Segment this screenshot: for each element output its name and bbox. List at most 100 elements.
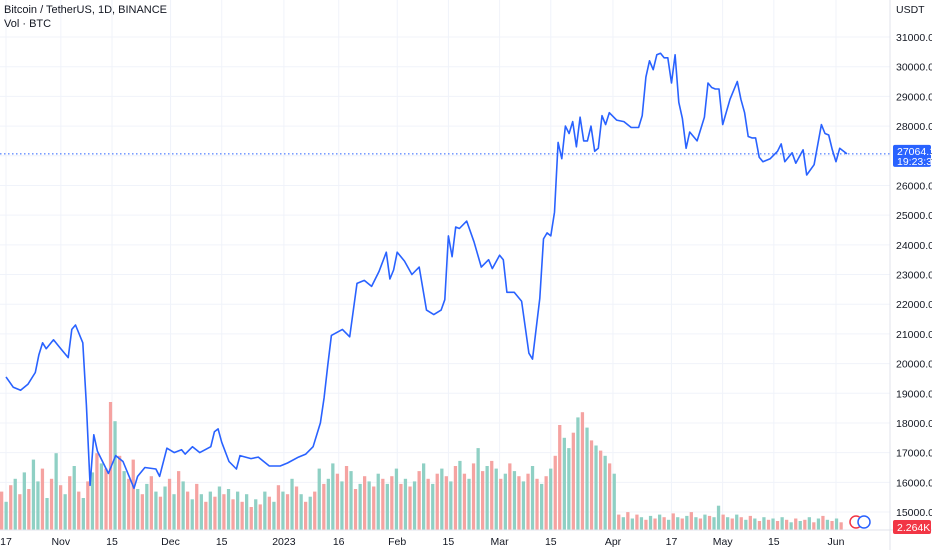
volume-bar [27, 489, 31, 530]
x-tick-label: 16 [333, 536, 345, 548]
volume-bar [653, 518, 657, 530]
volume-bar [317, 468, 321, 530]
volume-bar [712, 517, 716, 530]
volume-bar [594, 445, 598, 530]
volume-bar [426, 478, 430, 530]
volume-bar [658, 514, 662, 530]
volume-bar [422, 463, 426, 530]
volume-bar [771, 518, 775, 530]
volume-bar [340, 481, 344, 530]
volume-bar [834, 518, 839, 530]
volume-bar [127, 478, 131, 530]
volume-bar [671, 513, 675, 530]
volume-bar [376, 473, 380, 530]
volume-bar [685, 515, 689, 530]
volume-bar [231, 499, 235, 530]
volume-bar [45, 498, 49, 530]
volume-bar [344, 466, 349, 530]
volume-bar [390, 476, 394, 530]
volume-bar [36, 481, 40, 530]
volume-bar [521, 481, 526, 530]
symbol-title: Bitcoin / TetherUS, 1D, BINANCE [4, 4, 168, 16]
volume-bar [766, 519, 771, 530]
volume-bar [694, 517, 698, 530]
volume-bar [249, 507, 253, 530]
volume-bar [412, 481, 417, 530]
volume-bar [276, 485, 281, 530]
volume-bar [812, 522, 816, 530]
volume-bar [449, 481, 453, 530]
y-tick-label: 25000.00 [896, 210, 932, 222]
y-tick-label: 24000.00 [896, 240, 932, 252]
volume-bar [453, 466, 458, 530]
y-tick-label: 17000.00 [896, 448, 932, 460]
volume-bar [726, 517, 730, 530]
volume-bar [821, 515, 825, 530]
x-tick-label: 15 [216, 536, 228, 548]
x-tick-label: May [713, 536, 734, 548]
volume-bar [571, 432, 575, 530]
x-tick-label: Apr [605, 536, 622, 548]
volume-bar [540, 483, 544, 530]
volume-tag-bg [893, 520, 931, 534]
volume-bar [322, 483, 326, 530]
x-tick-label: Jun [828, 536, 845, 548]
grid [0, 0, 890, 530]
x-tick-label: 17 [666, 536, 678, 548]
volume-bar [794, 518, 798, 530]
volume-bar [744, 519, 748, 530]
volume-bar [349, 471, 353, 530]
volume-bar [403, 478, 408, 530]
volume-bar [90, 472, 95, 530]
volume-bar [172, 494, 176, 530]
volume-bar [753, 518, 757, 530]
volume-bar [599, 450, 603, 530]
volume-bar [68, 476, 72, 530]
volume-bar [99, 463, 104, 530]
volume-bar [780, 517, 784, 530]
volume-bar [839, 522, 843, 530]
volume-bar [363, 476, 367, 530]
volume-bar [177, 471, 181, 530]
volume-bar [698, 518, 703, 530]
volume-bar [431, 483, 435, 530]
volume-bar [353, 489, 358, 530]
y-tick-label: 28000.00 [896, 121, 932, 133]
y-tick-label: 22000.00 [896, 299, 932, 311]
volume-bar [603, 455, 607, 530]
volume-bar [440, 468, 444, 530]
x-tick-label: 2023 [272, 536, 296, 548]
volume-bar [580, 412, 585, 530]
volume-bar [716, 505, 721, 530]
volume-bar [326, 478, 330, 530]
volume-bar [263, 491, 267, 530]
x-tick-label: 15 [106, 536, 118, 548]
volume-bar [22, 472, 26, 530]
volume-bar [467, 478, 471, 530]
volume-bar [186, 491, 190, 530]
volume-bar [167, 478, 172, 530]
volume-bar [562, 437, 566, 530]
volume-bar [499, 478, 503, 530]
volume-bar [816, 518, 821, 530]
volume-bar [735, 514, 739, 530]
volume-bar [635, 514, 639, 530]
volume-bar [285, 494, 290, 530]
volume-bar [585, 427, 589, 530]
volume-bar [508, 463, 512, 530]
volume-bar [558, 425, 562, 530]
volume-bar [689, 512, 693, 530]
volume-bar [236, 491, 240, 530]
volume-bar [136, 489, 140, 530]
y-tick-label: 20000.00 [896, 359, 932, 371]
price-tag-countdown: 19:23:37 [897, 156, 932, 168]
volume-bar [444, 476, 448, 530]
volume-tag-value: 2.264K [897, 522, 930, 534]
volume-bar [494, 468, 498, 530]
volume-bar [471, 463, 476, 530]
volume-bar [739, 517, 743, 530]
volume-bars [0, 402, 843, 530]
volume-bar [775, 521, 780, 530]
volume-bar [331, 463, 335, 530]
